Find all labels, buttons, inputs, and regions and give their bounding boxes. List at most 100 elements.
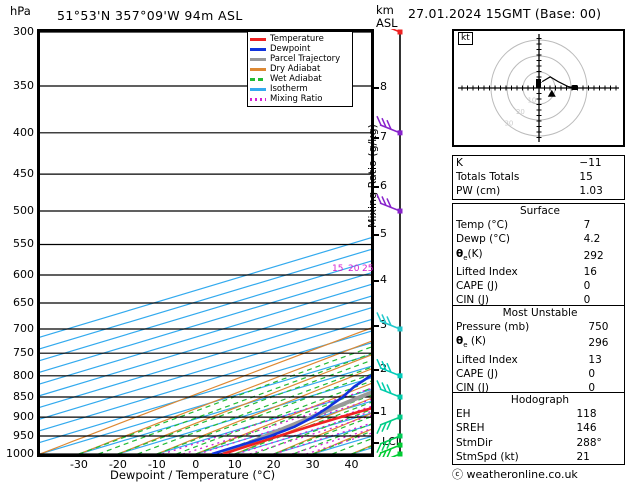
height-tick-mark [372, 137, 379, 140]
isotherm-line [40, 342, 371, 443]
data-row-label: EH [456, 408, 471, 421]
mixing-ratio-line [162, 387, 371, 454]
wet-adiabat-line [292, 423, 371, 454]
isotherm-line [78, 365, 371, 454]
pressure-tick-label: 400 [13, 125, 34, 139]
parcel-trajectory-curve [222, 390, 371, 454]
mixing-ratio-value-label: 15 [332, 263, 344, 274]
storm-motion-marker [547, 89, 556, 97]
data-row: θe(K) 292 [453, 247, 624, 265]
wind-barb [376, 358, 403, 379]
panel-title: Most Unstable [502, 307, 578, 319]
pressure-tick-label: 900 [13, 410, 34, 424]
isotherm-line [40, 283, 371, 385]
legend-label: Dewpoint [270, 43, 311, 54]
panel-title: Hodograph [510, 394, 570, 406]
lcl-tick-mark [372, 441, 379, 444]
dry-adiabat-line [312, 428, 371, 454]
legend: Temperature Dewpoint Parcel Trajectory Dry … [247, 31, 353, 107]
data-row-label: PW (cm) [456, 185, 501, 198]
temperature-tick-label: -20 [108, 458, 127, 471]
data-row: θe (K) 296 [453, 334, 624, 352]
pressure-tick-label: 600 [13, 267, 34, 281]
data-row-value: 4.2 [583, 233, 601, 246]
data-row-value: 21 [576, 450, 590, 463]
wind-barb [376, 15, 403, 35]
datetime-title: 27.01.2024 15GMT (Base: 00) [408, 6, 602, 21]
data-row-value: 7 [583, 219, 591, 232]
pressure-tick-label: 1000 [6, 447, 34, 460]
stability-panel: K −11 Totals Totals 15 PW (cm) 1.03 [452, 155, 625, 200]
wind-barb [376, 433, 403, 453]
height-tick-label: 8 [380, 80, 387, 94]
legend-swatch [250, 87, 266, 91]
data-row-value: 0 [583, 294, 591, 307]
dry-adiabat-line [117, 354, 371, 454]
mixing-ratio-value-label: 25 [362, 263, 374, 274]
pressure-tick-label: 950 [13, 429, 34, 443]
wet-adiabat-line [117, 359, 371, 454]
surface-panel: Surface Temp (°C) 7 Dewp (°C) 4.2 θe(K) 292 Lif… [452, 203, 625, 309]
height-tick-label: 6 [380, 179, 387, 193]
data-row-value: 1.03 [579, 185, 603, 198]
height-tick-mark [372, 368, 379, 371]
legend-label: Wet Adiabat [270, 73, 322, 84]
data-row: StmDir 288° [453, 436, 624, 450]
data-row-label: StmDir [456, 436, 493, 449]
data-row-value: −11 [579, 157, 602, 169]
data-row-value: 0 [583, 280, 591, 293]
data-row-value: 296 [588, 337, 609, 350]
data-row-label: Temp (°C) [456, 219, 509, 232]
height-tick-label: 4 [380, 272, 387, 286]
temperature-tick-label: 0 [192, 458, 200, 471]
credit-label: ⓒ weatheronline.co.uk [452, 468, 578, 481]
pressure-tick-label: 300 [13, 25, 34, 38]
most-unstable-panel: Most Unstable Pressure (mb) 750 θe (K) 296 Li… [452, 305, 625, 397]
data-row-label: CIN (J) [456, 294, 489, 307]
wind-barb [376, 380, 403, 400]
temperature-tick-label: 30 [305, 458, 320, 471]
data-row-value: 292 [583, 249, 604, 262]
legend-label: Parcel Trajectory [270, 53, 341, 64]
temperature-curve [222, 407, 371, 454]
pressure-tick-label: 550 [13, 237, 34, 251]
height-tick-label: 1 [380, 404, 387, 418]
data-row-label: CIN (J) [456, 382, 489, 395]
temperature-tick-label: 10 [227, 458, 242, 471]
wind-barb [376, 194, 403, 214]
wet-adiabat-line [273, 416, 371, 454]
legend-swatch [250, 47, 266, 51]
isotherm-line [40, 318, 371, 420]
station-title: 51°53'N 357°09'W 94m ASL [57, 8, 243, 23]
height-tick-mark [372, 324, 379, 327]
data-row: K −11 [453, 156, 624, 170]
legend-item: Mixing Ratio [250, 94, 349, 104]
legend-item: Dry Adiabat [250, 64, 349, 74]
data-row-value: 0 [588, 367, 596, 380]
dry-adiabat-line [273, 413, 371, 454]
data-row-label: θe (K) [456, 335, 486, 350]
data-row-label: SREH [456, 422, 485, 435]
pressure-tick-label: 350 [13, 79, 34, 93]
data-row-label: θe(K) [456, 247, 483, 262]
mixing-ratio-line [306, 432, 371, 454]
temperature-tick-label: 40 [344, 458, 359, 471]
height-tick-mark [372, 279, 379, 282]
data-row-value: 288° [576, 436, 602, 449]
height-axis-unit-line2: ASL [376, 16, 398, 30]
data-row-value: 118 [576, 408, 597, 421]
data-row-value: 0 [588, 382, 596, 395]
height-tick-mark [372, 411, 379, 414]
data-row-value: 750 [588, 321, 609, 334]
legend-item: Dewpoint [250, 44, 349, 54]
temperature-tick-label: 20 [266, 458, 281, 471]
data-row-label: Lifted Index [456, 353, 518, 366]
data-row: Lifted Index 16 [453, 265, 624, 279]
legend-label: Mixing Ratio [270, 93, 323, 104]
data-row-label: Totals Totals [456, 171, 520, 184]
data-row: EH 118 [453, 407, 624, 421]
wind-barb [376, 312, 403, 332]
height-tick-label: 5 [380, 226, 387, 240]
dry-adiabat-line [40, 327, 371, 454]
height-axis-unit-line1: km [376, 3, 394, 17]
